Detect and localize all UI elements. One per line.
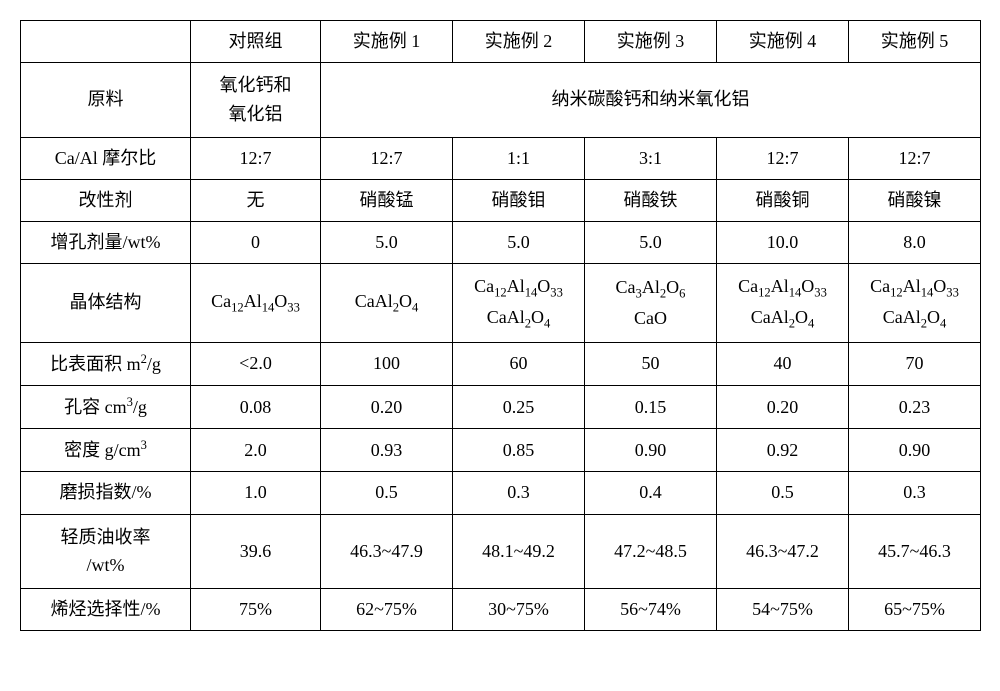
table-header-row: 对照组 实施例 1 实施例 2 实施例 3 实施例 4 实施例 5 bbox=[21, 21, 981, 63]
cell-light-oil-ex4: 46.3~47.2 bbox=[717, 514, 849, 589]
row-pore-volume: 孔容 cm3/g 0.08 0.20 0.25 0.15 0.20 0.23 bbox=[21, 386, 981, 429]
header-ex3: 实施例 3 bbox=[585, 21, 717, 63]
cell-modifier-control: 无 bbox=[191, 179, 321, 221]
label-pore-volume: 孔容 cm3/g bbox=[21, 386, 191, 429]
label-crystal: 晶体结构 bbox=[21, 264, 191, 342]
label-density: 密度 g/cm3 bbox=[21, 429, 191, 472]
cell-density-ex2: 0.85 bbox=[453, 429, 585, 472]
row-olefin-sel: 烯烃选择性/% 75% 62~75% 30~75% 56~74% 54~75% … bbox=[21, 589, 981, 631]
properties-table: 对照组 实施例 1 实施例 2 实施例 3 实施例 4 实施例 5 原料 氧化钙… bbox=[20, 20, 981, 631]
cell-pore-volume-ex1: 0.20 bbox=[321, 386, 453, 429]
cell-pore-volume-ex3: 0.15 bbox=[585, 386, 717, 429]
row-surface-area: 比表面积 m2/g <2.0 100 60 50 40 70 bbox=[21, 342, 981, 385]
cell-mol-ratio-ex5: 12:7 bbox=[849, 137, 981, 179]
cell-wear-index-ex3: 0.4 bbox=[585, 472, 717, 514]
row-crystal: 晶体结构 Ca12Al14O33 CaAl2O4 Ca12Al14O33CaAl… bbox=[21, 264, 981, 342]
cell-raw-material-control: 氧化钙和氧化铝 bbox=[191, 63, 321, 138]
cell-pore-volume-ex2: 0.25 bbox=[453, 386, 585, 429]
label-raw-material: 原料 bbox=[21, 63, 191, 138]
row-pore-agent: 增孔剂量/wt% 0 5.0 5.0 5.0 10.0 8.0 bbox=[21, 222, 981, 264]
cell-mol-ratio-ex2: 1:1 bbox=[453, 137, 585, 179]
cell-light-oil-ex5: 45.7~46.3 bbox=[849, 514, 981, 589]
cell-surface-area-ex4: 40 bbox=[717, 342, 849, 385]
row-density: 密度 g/cm3 2.0 0.93 0.85 0.90 0.92 0.90 bbox=[21, 429, 981, 472]
cell-mol-ratio-ex1: 12:7 bbox=[321, 137, 453, 179]
label-mol-ratio: Ca/Al 摩尔比 bbox=[21, 137, 191, 179]
cell-modifier-ex2: 硝酸钼 bbox=[453, 179, 585, 221]
cell-pore-agent-ex2: 5.0 bbox=[453, 222, 585, 264]
cell-light-oil-ex1: 46.3~47.9 bbox=[321, 514, 453, 589]
cell-crystal-ex2: Ca12Al14O33CaAl2O4 bbox=[453, 264, 585, 342]
cell-wear-index-ex1: 0.5 bbox=[321, 472, 453, 514]
cell-density-ex3: 0.90 bbox=[585, 429, 717, 472]
cell-density-control: 2.0 bbox=[191, 429, 321, 472]
header-blank bbox=[21, 21, 191, 63]
cell-crystal-ex1: CaAl2O4 bbox=[321, 264, 453, 342]
cell-wear-index-ex4: 0.5 bbox=[717, 472, 849, 514]
cell-crystal-ex4: Ca12Al14O33CaAl2O4 bbox=[717, 264, 849, 342]
row-mol-ratio: Ca/Al 摩尔比 12:7 12:7 1:1 3:1 12:7 12:7 bbox=[21, 137, 981, 179]
cell-wear-index-ex2: 0.3 bbox=[453, 472, 585, 514]
header-ex2: 实施例 2 bbox=[453, 21, 585, 63]
row-wear-index: 磨损指数/% 1.0 0.5 0.3 0.4 0.5 0.3 bbox=[21, 472, 981, 514]
cell-density-ex1: 0.93 bbox=[321, 429, 453, 472]
cell-modifier-ex1: 硝酸锰 bbox=[321, 179, 453, 221]
cell-crystal-ex3: Ca3Al2O6CaO bbox=[585, 264, 717, 342]
label-pore-agent: 增孔剂量/wt% bbox=[21, 222, 191, 264]
cell-pore-volume-ex4: 0.20 bbox=[717, 386, 849, 429]
cell-mol-ratio-control: 12:7 bbox=[191, 137, 321, 179]
cell-density-ex4: 0.92 bbox=[717, 429, 849, 472]
cell-density-ex5: 0.90 bbox=[849, 429, 981, 472]
cell-light-oil-ex3: 47.2~48.5 bbox=[585, 514, 717, 589]
header-ex5: 实施例 5 bbox=[849, 21, 981, 63]
cell-olefin-sel-ex4: 54~75% bbox=[717, 589, 849, 631]
header-control: 对照组 bbox=[191, 21, 321, 63]
label-modifier: 改性剂 bbox=[21, 179, 191, 221]
cell-pore-volume-control: 0.08 bbox=[191, 386, 321, 429]
label-olefin-sel: 烯烃选择性/% bbox=[21, 589, 191, 631]
cell-pore-agent-ex1: 5.0 bbox=[321, 222, 453, 264]
cell-surface-area-control: <2.0 bbox=[191, 342, 321, 385]
cell-olefin-sel-ex1: 62~75% bbox=[321, 589, 453, 631]
cell-light-oil-ex2: 48.1~49.2 bbox=[453, 514, 585, 589]
cell-surface-area-ex2: 60 bbox=[453, 342, 585, 385]
cell-olefin-sel-control: 75% bbox=[191, 589, 321, 631]
cell-surface-area-ex1: 100 bbox=[321, 342, 453, 385]
row-light-oil: 轻质油收率/wt% 39.6 46.3~47.9 48.1~49.2 47.2~… bbox=[21, 514, 981, 589]
row-raw-material: 原料 氧化钙和氧化铝 纳米碳酸钙和纳米氧化铝 bbox=[21, 63, 981, 138]
cell-pore-agent-ex4: 10.0 bbox=[717, 222, 849, 264]
cell-olefin-sel-ex3: 56~74% bbox=[585, 589, 717, 631]
cell-crystal-ex5: Ca12Al14O33CaAl2O4 bbox=[849, 264, 981, 342]
cell-mol-ratio-ex4: 12:7 bbox=[717, 137, 849, 179]
cell-raw-material-ex-merged: 纳米碳酸钙和纳米氧化铝 bbox=[321, 63, 981, 138]
cell-surface-area-ex5: 70 bbox=[849, 342, 981, 385]
label-surface-area: 比表面积 m2/g bbox=[21, 342, 191, 385]
row-modifier: 改性剂 无 硝酸锰 硝酸钼 硝酸铁 硝酸铜 硝酸镍 bbox=[21, 179, 981, 221]
cell-modifier-ex3: 硝酸铁 bbox=[585, 179, 717, 221]
cell-olefin-sel-ex2: 30~75% bbox=[453, 589, 585, 631]
label-wear-index: 磨损指数/% bbox=[21, 472, 191, 514]
label-light-oil: 轻质油收率/wt% bbox=[21, 514, 191, 589]
cell-pore-agent-control: 0 bbox=[191, 222, 321, 264]
header-ex4: 实施例 4 bbox=[717, 21, 849, 63]
cell-pore-volume-ex5: 0.23 bbox=[849, 386, 981, 429]
cell-modifier-ex4: 硝酸铜 bbox=[717, 179, 849, 221]
cell-crystal-control: Ca12Al14O33 bbox=[191, 264, 321, 342]
cell-wear-index-ex5: 0.3 bbox=[849, 472, 981, 514]
cell-modifier-ex5: 硝酸镍 bbox=[849, 179, 981, 221]
cell-surface-area-ex3: 50 bbox=[585, 342, 717, 385]
header-ex1: 实施例 1 bbox=[321, 21, 453, 63]
cell-mol-ratio-ex3: 3:1 bbox=[585, 137, 717, 179]
cell-olefin-sel-ex5: 65~75% bbox=[849, 589, 981, 631]
cell-light-oil-control: 39.6 bbox=[191, 514, 321, 589]
cell-pore-agent-ex3: 5.0 bbox=[585, 222, 717, 264]
cell-wear-index-control: 1.0 bbox=[191, 472, 321, 514]
cell-pore-agent-ex5: 8.0 bbox=[849, 222, 981, 264]
